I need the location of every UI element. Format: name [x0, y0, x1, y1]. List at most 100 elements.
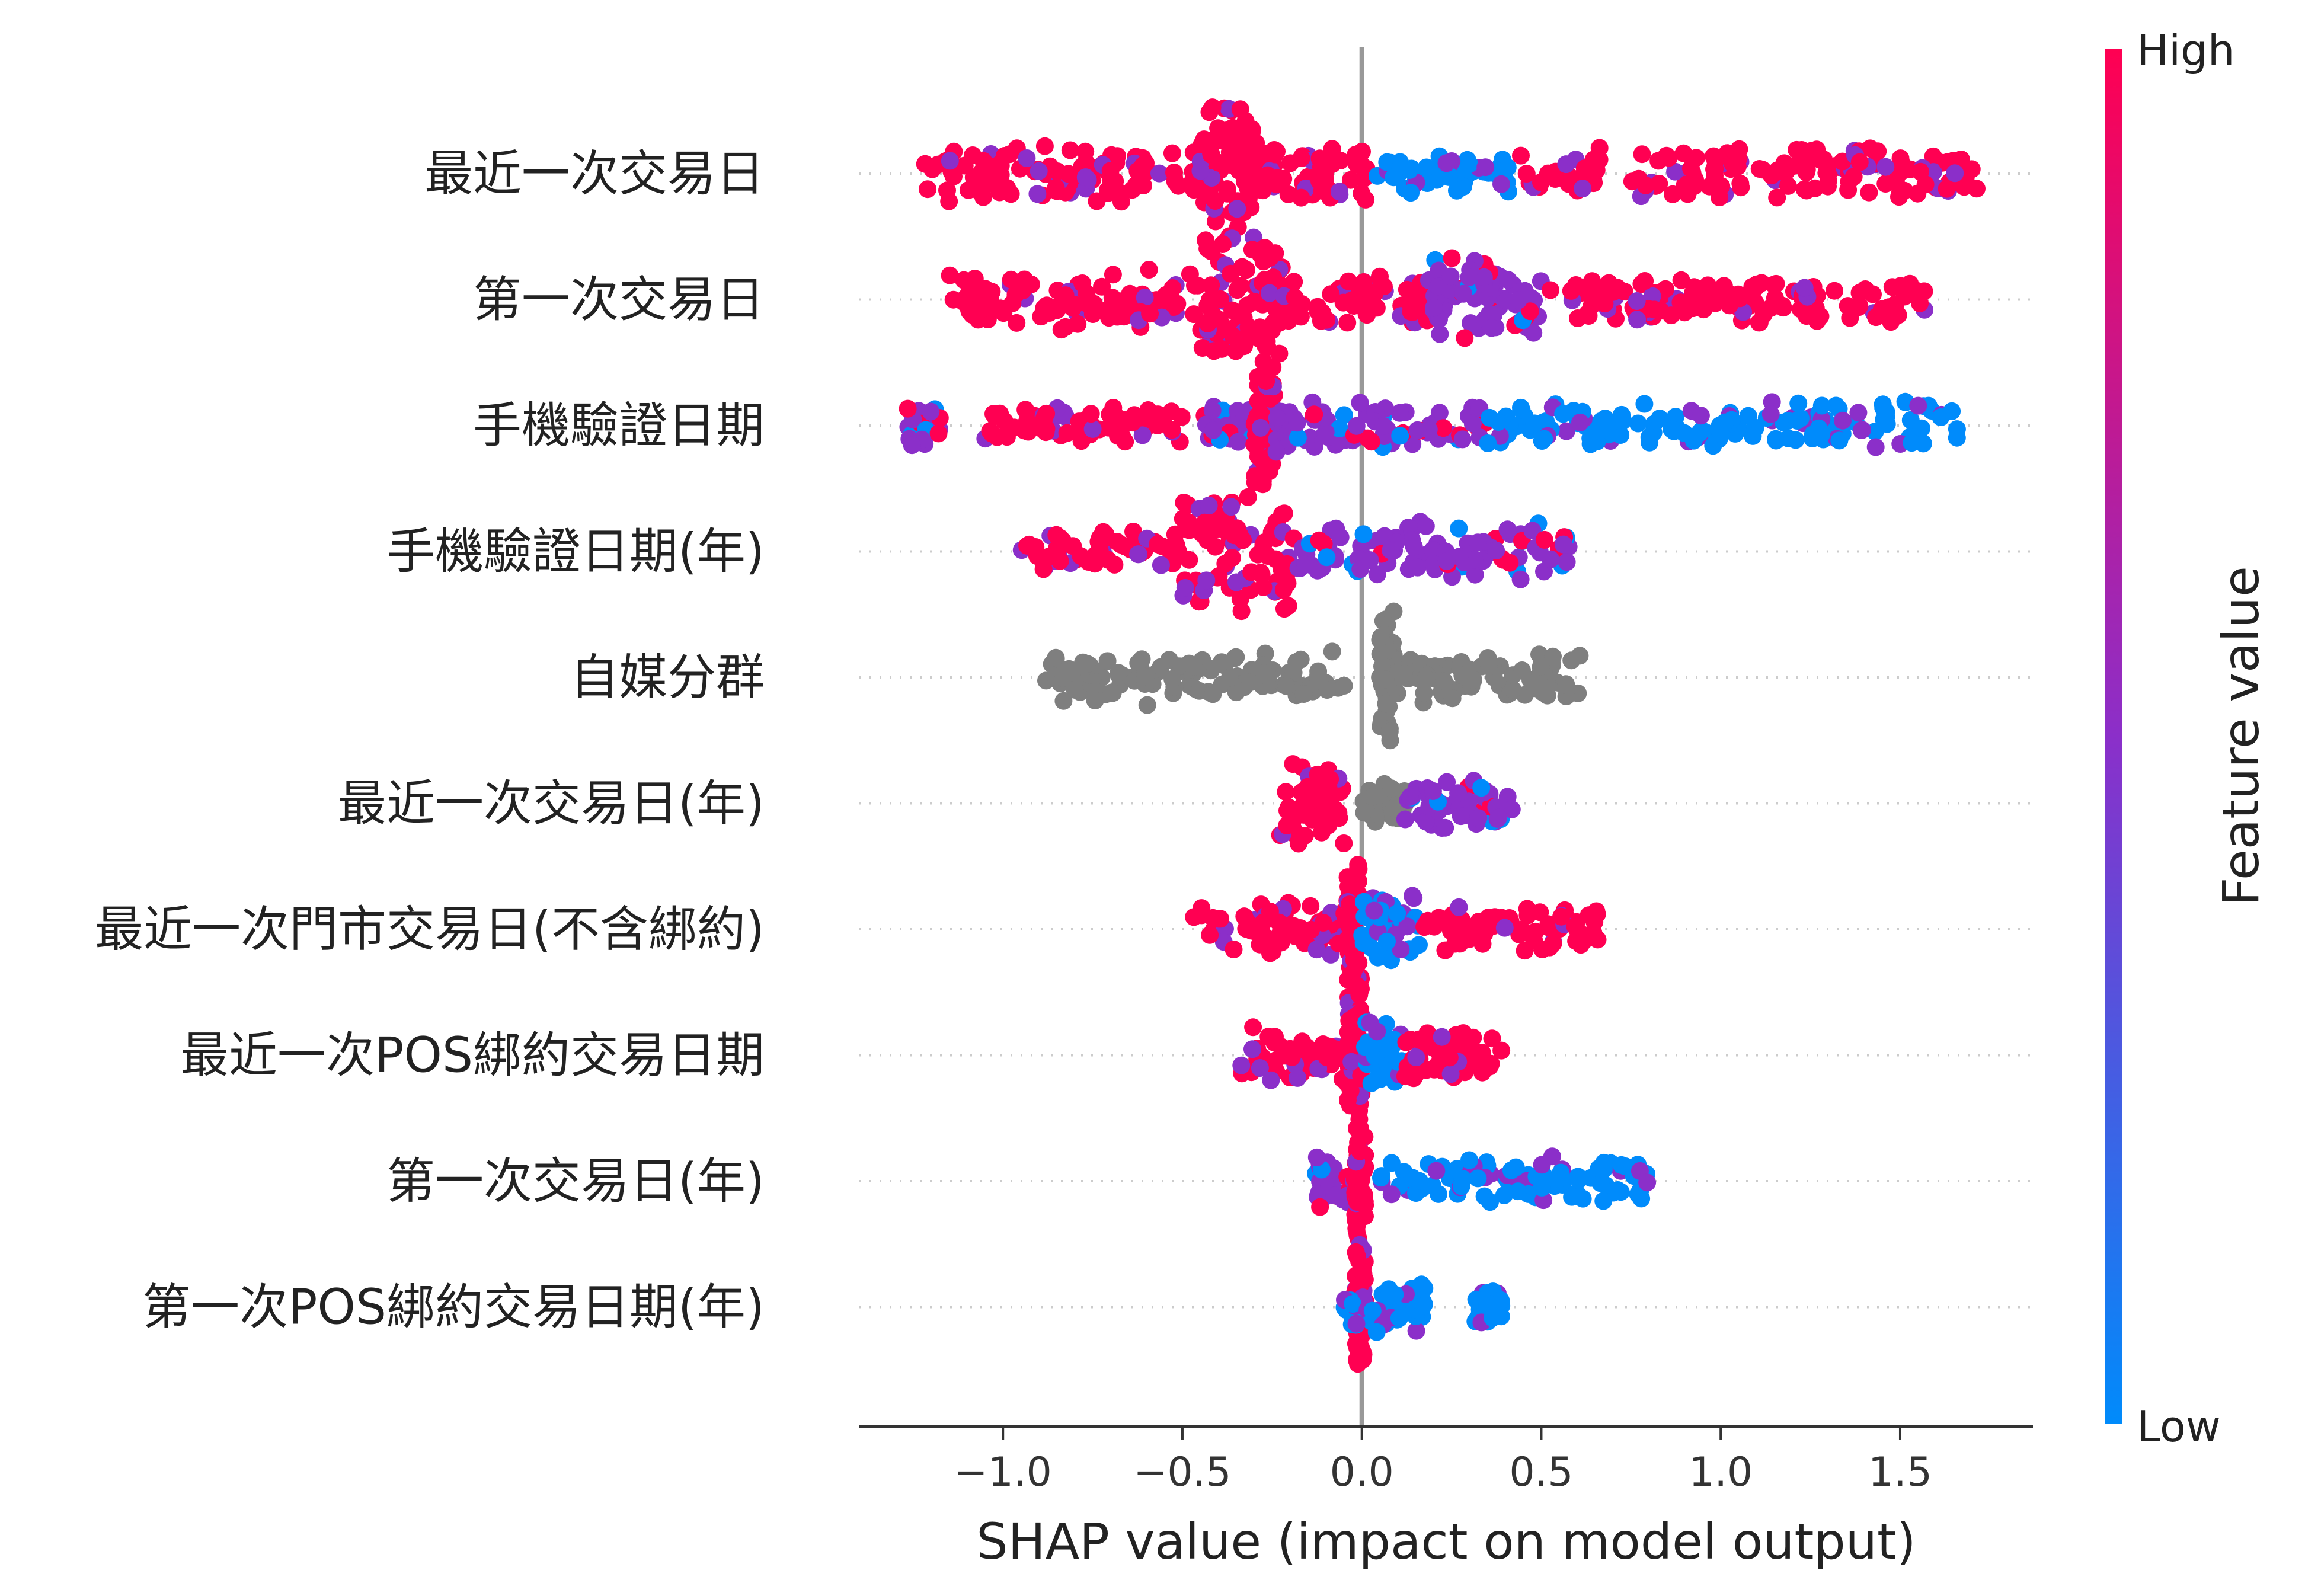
data-point: [903, 436, 921, 455]
data-point: [1066, 680, 1084, 699]
feature-label: 最近一次交易日: [424, 146, 765, 202]
data-point: [1284, 755, 1302, 773]
data-point: [1184, 658, 1203, 676]
data-point: [1093, 277, 1111, 296]
data-point: [1860, 183, 1878, 202]
data-point: [1456, 329, 1474, 347]
data-point: [1223, 301, 1241, 319]
data-point: [1129, 545, 1147, 564]
data-point: [1163, 670, 1182, 688]
data-point: [1725, 157, 1743, 175]
data-point: [1243, 241, 1261, 259]
data-point: [1355, 169, 1373, 188]
data-point: [1483, 1029, 1501, 1048]
data-point: [1509, 291, 1527, 309]
data-point: [1674, 302, 1693, 321]
data-point: [1501, 554, 1519, 572]
data-point: [1006, 286, 1025, 304]
data-point: [1447, 1026, 1465, 1044]
data-point: [919, 180, 937, 199]
data-point: [1628, 292, 1646, 310]
data-point: [1417, 517, 1435, 535]
data-point: [1294, 685, 1313, 703]
data-point: [1278, 817, 1296, 834]
data-point: [1417, 158, 1436, 177]
data-point: [1361, 551, 1379, 570]
data-point: [1350, 1170, 1368, 1189]
data-point: [1323, 642, 1341, 661]
data-point: [1557, 422, 1575, 440]
data-point: [1431, 325, 1449, 343]
data-point: [1342, 1053, 1361, 1071]
feature-row-points: [1012, 488, 1578, 621]
data-point: [1774, 299, 1792, 317]
data-point: [1685, 177, 1703, 196]
data-point: [1198, 315, 1217, 332]
data-point: [1798, 151, 1816, 169]
data-point: [1307, 1148, 1326, 1166]
data-point: [1338, 314, 1357, 332]
data-point: [1632, 1189, 1651, 1208]
data-point: [1355, 1271, 1374, 1288]
data-point: [1438, 773, 1456, 791]
data-point: [1065, 296, 1083, 314]
x-tick-label: −0.5: [1133, 1449, 1231, 1496]
data-point: [1002, 185, 1020, 203]
data-point: [1166, 525, 1184, 543]
data-point: [1588, 930, 1607, 949]
data-point: [1575, 159, 1594, 178]
data-point: [1249, 545, 1267, 564]
data-point: [1292, 149, 1310, 167]
data-point: [1202, 276, 1220, 295]
data-point: [1204, 685, 1222, 703]
data-point: [1638, 1173, 1657, 1192]
data-point: [1255, 664, 1273, 682]
x-ticks: −1.0 −0.5 0.0 0.5 1.0 1.5: [954, 1427, 1932, 1496]
data-point: [1428, 1057, 1446, 1075]
data-point: [1152, 556, 1170, 574]
data-point: [1772, 162, 1791, 181]
data-point: [1136, 667, 1155, 686]
data-point: [1744, 427, 1762, 445]
data-point: [1141, 305, 1159, 323]
data-point: [1650, 175, 1668, 193]
data-point: [1110, 426, 1128, 444]
data-point: [1040, 304, 1059, 322]
data-point: [1311, 1198, 1329, 1216]
data-point: [1292, 188, 1310, 207]
feature-row-points: [1271, 755, 1521, 853]
data-point: [1296, 827, 1314, 845]
data-point: [1872, 300, 1891, 318]
data-point: [1200, 497, 1218, 515]
colorbar-title: Feature value: [2212, 566, 2270, 906]
data-point: [1251, 935, 1269, 954]
feature-label: 手機驗證日期(年): [386, 524, 765, 580]
data-point: [1175, 494, 1193, 511]
data-point: [1396, 810, 1414, 829]
data-point: [1812, 396, 1831, 415]
data-point: [1392, 941, 1410, 958]
data-point: [1407, 1322, 1425, 1340]
data-point: [1201, 926, 1219, 944]
data-point: [941, 152, 959, 170]
data-point: [1368, 565, 1386, 584]
data-point: [1123, 181, 1142, 199]
data-point: [1341, 171, 1360, 189]
data-point: [1633, 145, 1651, 164]
data-point: [945, 167, 963, 185]
data-point: [1789, 394, 1808, 412]
data-point: [1221, 520, 1239, 538]
data-point: [1499, 271, 1517, 289]
data-point: [1408, 421, 1427, 439]
data-point: [1112, 193, 1130, 211]
data-point: [1123, 414, 1142, 432]
data-point: [1236, 112, 1255, 130]
data-point: [1238, 296, 1257, 315]
data-point: [1562, 651, 1581, 670]
data-point: [1552, 907, 1571, 926]
data-point: [1402, 298, 1420, 316]
data-point: [1362, 433, 1380, 451]
data-point: [1104, 684, 1122, 702]
data-point: [1064, 537, 1082, 555]
data-point: [991, 404, 1009, 423]
